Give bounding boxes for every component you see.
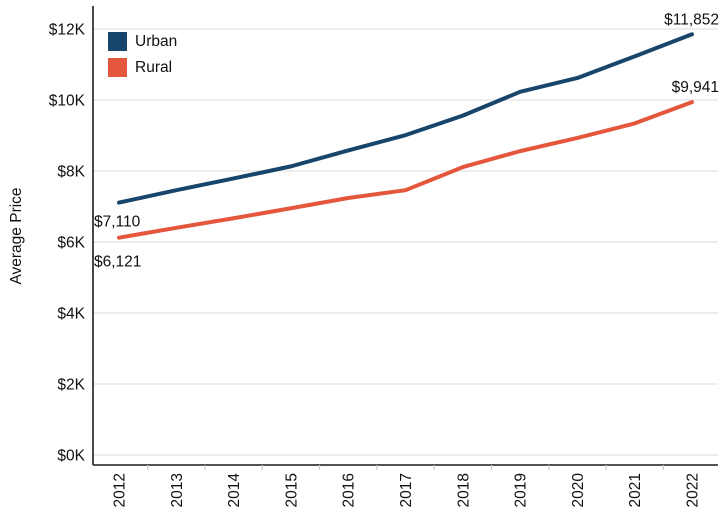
- y-tick-label: $12K: [49, 22, 86, 39]
- series-line-urban: [117, 32, 694, 205]
- y-tick-label: $4K: [57, 306, 85, 323]
- x-tick-label: 2017: [398, 473, 415, 507]
- legend-label-rural: Rural: [135, 59, 173, 76]
- y-tick-label: $8K: [57, 164, 85, 181]
- x-tick-label: 2015: [283, 473, 300, 507]
- x-tick-label: 2014: [226, 473, 243, 508]
- x-tick-label: 2022: [685, 473, 702, 507]
- y-tick-label: $2K: [57, 377, 85, 394]
- x-tick-label: 2020: [570, 473, 587, 508]
- y-tick-label: $6K: [57, 235, 85, 252]
- y-tick-label: $10K: [49, 93, 86, 110]
- urban-start-label: $7,110: [94, 214, 141, 231]
- legend-label-urban: Urban: [135, 33, 178, 50]
- x-tick-label: 2019: [513, 473, 530, 507]
- x-tick-label: 2016: [341, 473, 358, 507]
- legend-item-rural: Rural: [108, 58, 177, 77]
- x-tick-label: 2013: [169, 473, 186, 507]
- x-tick-label: 2012: [112, 473, 129, 507]
- urban-swatch: [108, 32, 127, 51]
- series-line-rural: [117, 100, 694, 240]
- rural-end-label: $9,941: [672, 79, 719, 96]
- x-tick-label: 2018: [455, 473, 472, 507]
- y-tick-label: $0K: [57, 448, 85, 465]
- rural-swatch: [108, 58, 127, 77]
- legend: Urban Rural: [108, 32, 177, 77]
- urban-end-label: $11,852: [664, 11, 719, 28]
- x-tick-label: 2021: [627, 473, 644, 507]
- y-axis-title: Average Price: [8, 187, 25, 284]
- rural-start-label: $6,121: [94, 254, 141, 271]
- legend-item-urban: Urban: [108, 32, 177, 51]
